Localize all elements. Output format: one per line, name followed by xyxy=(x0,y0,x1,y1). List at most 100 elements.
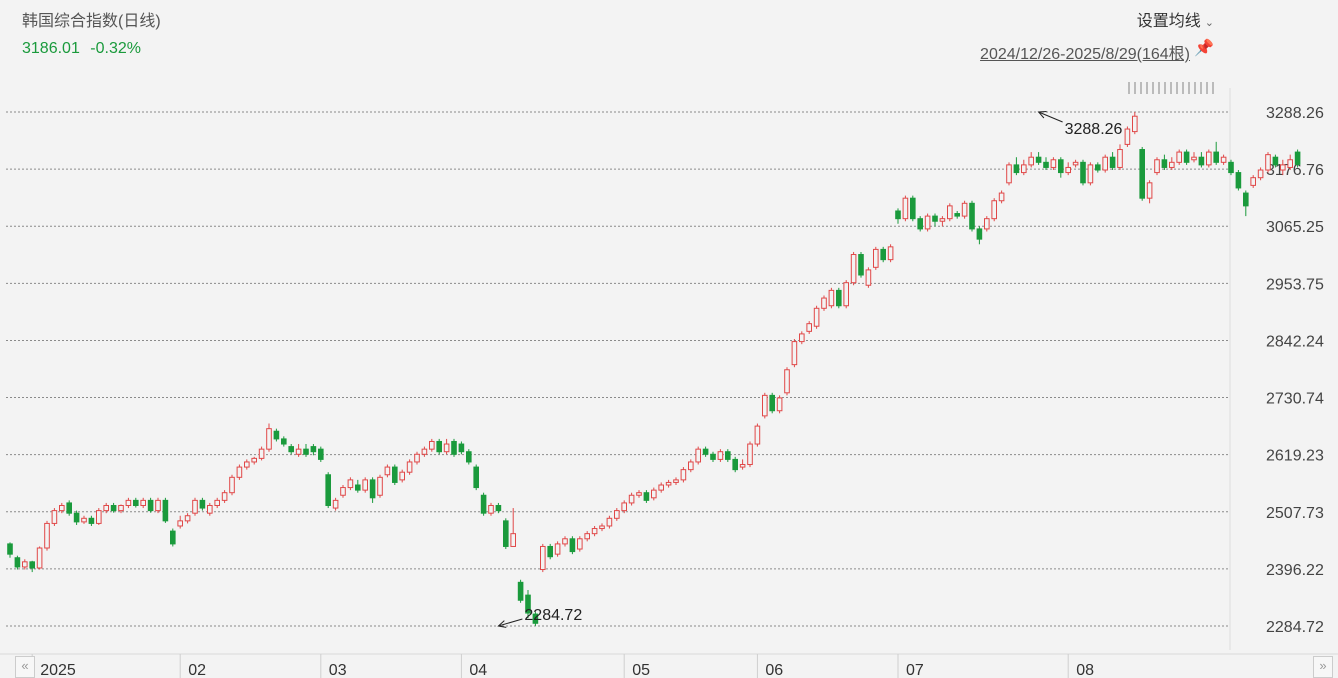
candle xyxy=(377,474,383,498)
candle-body xyxy=(510,533,516,547)
chart-drag-handle[interactable] xyxy=(1128,82,1218,94)
candle xyxy=(636,490,642,498)
candle-body xyxy=(754,425,761,445)
candle xyxy=(591,525,598,537)
candle xyxy=(1272,154,1279,168)
ma-settings-label: 设置均线 xyxy=(1136,13,1201,30)
candle-body xyxy=(540,545,546,571)
candle-body xyxy=(569,538,576,553)
candle xyxy=(1294,149,1301,168)
candle xyxy=(310,444,317,456)
candle xyxy=(754,423,761,447)
candle xyxy=(1280,159,1286,176)
y-tick-label: 2284.72 xyxy=(1266,619,1324,636)
x-tick-label: 08 xyxy=(1076,662,1094,678)
candle-body xyxy=(66,502,73,514)
candle xyxy=(599,523,605,532)
candle xyxy=(443,438,450,455)
candle-body xyxy=(414,453,420,463)
candle-body xyxy=(547,545,554,558)
candle-body xyxy=(562,538,568,545)
candle xyxy=(947,203,953,222)
candle-body xyxy=(88,517,95,524)
candle-body xyxy=(1117,149,1123,168)
candle-body xyxy=(310,446,317,453)
candle-body xyxy=(207,504,213,514)
candle-body xyxy=(813,307,820,327)
candle xyxy=(495,502,502,514)
candle xyxy=(673,477,679,486)
candle xyxy=(747,441,753,468)
candle-body xyxy=(355,484,361,491)
candle xyxy=(924,213,931,232)
candle xyxy=(762,392,768,419)
candle xyxy=(214,497,220,509)
candle xyxy=(170,528,176,547)
candle xyxy=(347,477,354,491)
candle xyxy=(406,459,413,475)
candle-body xyxy=(762,394,768,417)
candle xyxy=(932,213,938,227)
x-tick-label: 02 xyxy=(188,662,206,678)
candle xyxy=(562,536,568,547)
candle xyxy=(1191,152,1197,163)
candle-body xyxy=(895,210,901,220)
candle-body xyxy=(406,461,413,473)
candle xyxy=(59,502,65,514)
candle xyxy=(303,444,309,457)
candle-body xyxy=(850,254,857,284)
candle xyxy=(1220,154,1227,165)
candle xyxy=(710,451,716,462)
candle xyxy=(503,518,509,550)
candle xyxy=(858,251,864,278)
candle-body xyxy=(628,494,635,504)
candle-body xyxy=(377,476,383,496)
candle-body xyxy=(702,448,709,455)
candle-body xyxy=(155,499,161,512)
candle xyxy=(695,446,702,465)
candle-body xyxy=(273,430,280,440)
ma-settings-button[interactable]: 设置均线 ⌄ xyxy=(1137,7,1214,31)
candle xyxy=(1198,152,1205,168)
candle-body xyxy=(1220,156,1227,163)
candle xyxy=(510,508,516,547)
candle-body xyxy=(244,461,250,468)
pin-icon[interactable]: 📌 xyxy=(1194,40,1214,57)
candle xyxy=(651,487,657,501)
y-tick-label: 2730.74 xyxy=(1266,391,1324,408)
candle xyxy=(458,441,465,455)
candle xyxy=(865,267,872,288)
candle-body xyxy=(836,289,842,307)
candle xyxy=(1050,157,1057,171)
candle xyxy=(369,477,376,503)
candle xyxy=(584,531,591,542)
last-price: 3186.01 xyxy=(22,40,80,57)
y-tick-label: 2396.22 xyxy=(1266,562,1324,579)
candle xyxy=(1176,149,1183,165)
candle-body xyxy=(1228,161,1234,174)
date-range-link[interactable]: 2024/12/26-2025/8/29(164根) xyxy=(980,46,1190,63)
double-chevron-left-icon[interactable]: « xyxy=(15,656,35,678)
candle xyxy=(1228,159,1234,176)
candle-body xyxy=(584,533,591,540)
candle xyxy=(177,515,183,529)
candle-body xyxy=(318,448,324,460)
candle-body xyxy=(732,458,739,471)
double-chevron-right-icon[interactable]: » xyxy=(1313,656,1333,678)
candle-body xyxy=(392,466,398,483)
candle-body xyxy=(1294,151,1301,165)
candle-body xyxy=(887,246,894,261)
candle-body xyxy=(1124,128,1131,145)
price-change: -0.32% xyxy=(90,40,141,57)
candle-body xyxy=(902,197,909,220)
candle xyxy=(1117,144,1123,171)
candle-body xyxy=(1265,154,1271,171)
candle-body xyxy=(110,504,117,512)
candle xyxy=(525,590,531,619)
candle-body xyxy=(1021,164,1027,174)
candle xyxy=(1146,180,1153,204)
candle-body xyxy=(258,448,265,459)
candle-body xyxy=(880,248,887,261)
candle xyxy=(362,477,368,493)
